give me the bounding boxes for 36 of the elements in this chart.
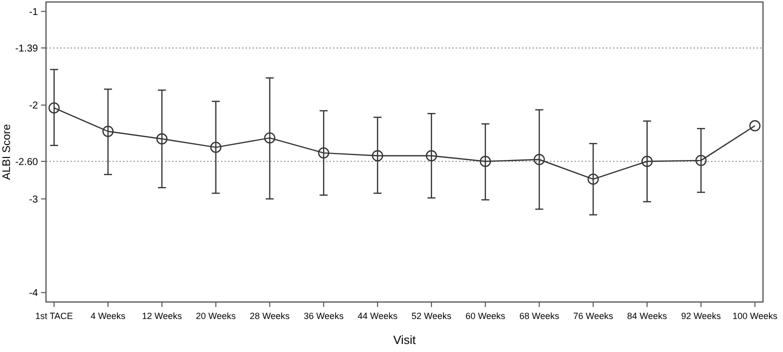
point	[48, 102, 60, 114]
x-tick-label: 12 Weeks	[142, 311, 182, 321]
y-tick-label: -2	[29, 100, 38, 112]
x-tick-label: 60 Weeks	[465, 311, 506, 321]
point	[318, 147, 330, 159]
point	[588, 174, 599, 185]
y-tick-label: -4	[29, 288, 38, 300]
x-tick-label: 20 Weeks	[196, 311, 236, 321]
x-axis-title: Visit	[393, 333, 416, 347]
point	[480, 156, 491, 167]
point	[156, 133, 168, 144]
y-tick-label: -1	[29, 6, 38, 18]
point	[749, 120, 761, 132]
point	[102, 126, 114, 137]
x-tick-label: 28 Weeks	[250, 311, 290, 321]
x-tick-label: 52 Weeks	[412, 311, 452, 321]
x-tick-label: 68 Weeks	[519, 311, 560, 321]
x-tick-label: 84 Weeks	[627, 311, 668, 321]
x-tick-label: 100 Weeks	[732, 311, 778, 321]
point	[264, 132, 276, 144]
point	[426, 150, 438, 162]
y-tick-label: -3	[29, 194, 38, 206]
point	[641, 156, 653, 167]
x-tick-label: 92 Weeks	[681, 311, 722, 321]
y-axis-title: ALBI Score	[1, 124, 13, 180]
y-tick-label: -2.60	[15, 156, 38, 168]
y-tick-label: -1.39	[15, 43, 38, 54]
x-tick-label: 76 Weeks	[573, 311, 614, 321]
x-tick-label: 36 Weeks	[304, 311, 344, 321]
point	[210, 142, 222, 153]
point	[372, 150, 384, 162]
x-tick-label: 4 Weeks	[90, 311, 126, 321]
x-tick-label: 1st TACE	[35, 311, 73, 321]
point	[695, 154, 707, 166]
point	[534, 154, 545, 166]
x-tick-label: 44 Weeks	[358, 311, 398, 321]
